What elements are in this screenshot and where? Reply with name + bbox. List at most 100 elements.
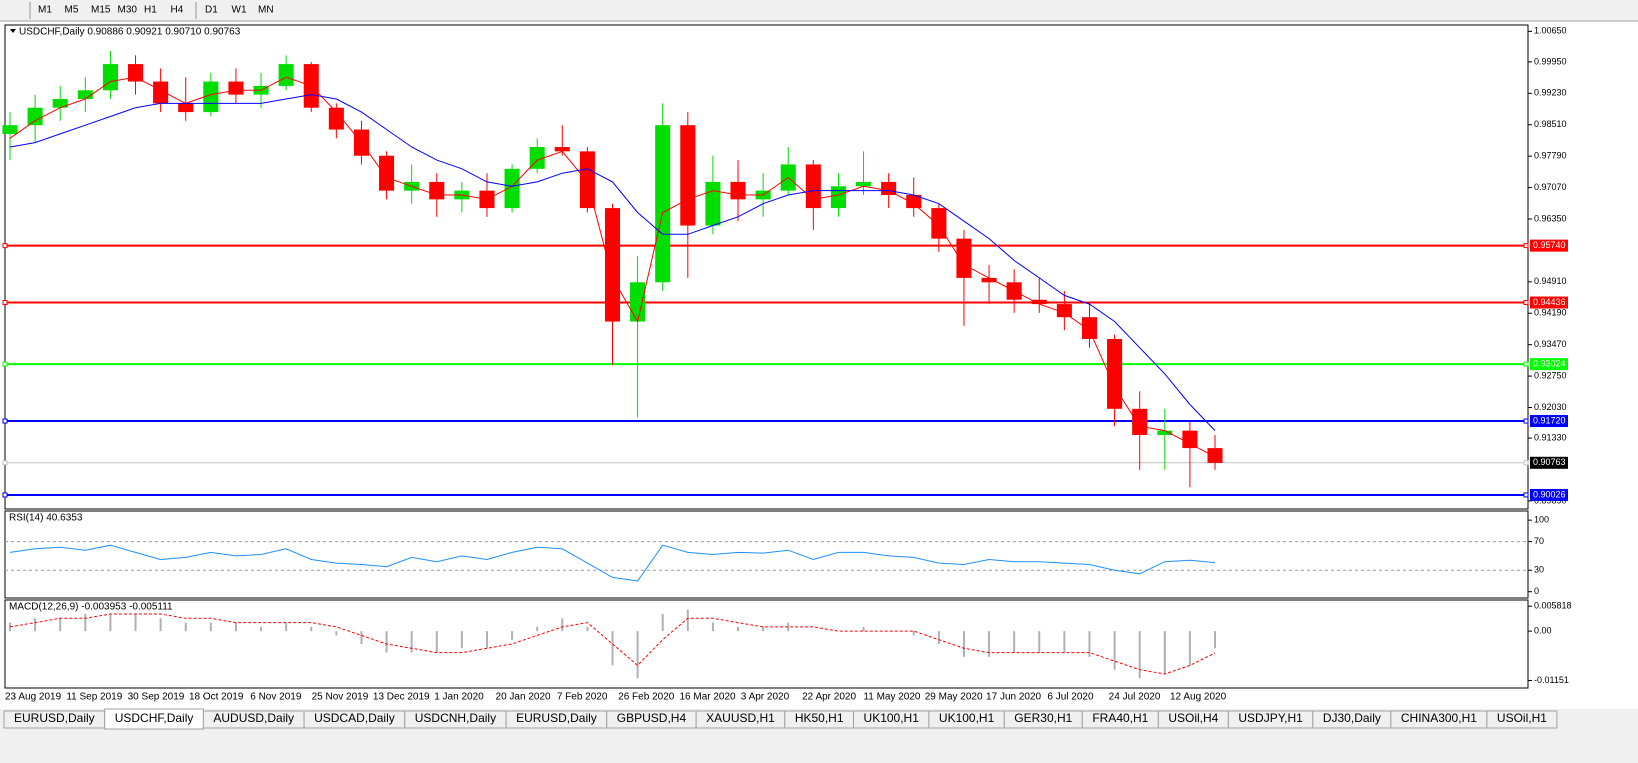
tab-label[interactable]: UK100,H1 [939,711,995,725]
tab-label[interactable]: USDCHF,Daily [115,711,194,725]
tab-label[interactable]: XAUUSD,H1 [706,711,775,725]
tab-label[interactable]: AUDUSD,Daily [213,711,294,725]
level-label-box [1530,488,1568,501]
y-tick-label: 0.99230 [1534,88,1567,98]
candle-body [27,107,43,126]
candle-body [579,151,595,209]
timeframe-button[interactable]: MN [258,5,274,16]
candle-body [1207,448,1223,463]
timeframe-button[interactable]: H1 [144,5,157,16]
tab-label[interactable]: GBPUSD,H4 [617,711,687,725]
level-label-box [1530,358,1568,371]
candle-body [1182,430,1198,449]
tab-label[interactable]: USDCAD,Daily [314,711,395,725]
candle-body [127,64,144,82]
tab[interactable]: HK50,H1 [784,710,855,729]
timeframe-button[interactable]: H4 [171,5,184,16]
timeframe-button[interactable]: M30 [118,5,138,16]
tab-label[interactable]: UK100,H1 [864,711,920,725]
tab[interactable]: USDJPY,H1 [1227,710,1314,729]
tab-label[interactable]: FRA40,H1 [1092,711,1148,725]
candle-body [730,181,746,200]
y-tick-label: 0.97070 [1534,182,1567,192]
tab[interactable]: USOil,H4 [1157,710,1229,729]
level-handle [1523,361,1529,367]
level-handle [1523,460,1529,466]
tab-label[interactable]: HK50,H1 [795,711,844,725]
tab[interactable]: USOil,H1 [1486,710,1558,729]
level-handle [1523,300,1529,306]
tab[interactable]: FRA40,H1 [1081,710,1159,729]
y-tick-label: 0.92030 [1534,402,1567,412]
candle-body [504,168,520,209]
tab[interactable]: XAUUSD,H1 [695,710,786,729]
x-tick-label: 1 Jan 2020 [434,692,484,703]
tab[interactable]: CHINA300,H1 [1390,710,1488,729]
tab[interactable]: USDCNH,Daily [404,710,507,729]
level-label: 0.90763 [1533,457,1566,467]
tab-background [1486,710,1558,729]
tab[interactable]: EURUSD,Daily [3,710,106,729]
rsi-pane [4,510,1529,599]
tab-label[interactable]: USOil,H1 [1497,711,1547,725]
candle-body [328,107,344,130]
tab[interactable]: AUDUSD,Daily [202,710,305,729]
candle-body [278,64,294,86]
candle-body [805,164,821,209]
y-tick-label: 0.92750 [1534,370,1567,380]
level-label-box [1530,239,1568,252]
tab-label[interactable]: CHINA300,H1 [1401,711,1477,725]
x-tick-label: 23 Aug 2019 [5,692,62,703]
pane-menu-icon [10,29,16,33]
tab-label[interactable]: DJ30,Daily [1323,711,1381,725]
x-tick-label: 3 Apr 2020 [741,692,790,703]
chart-window [0,22,1638,710]
indicator-line [9,76,1216,458]
y-tick-label: 70 [1534,536,1544,546]
candle-body [630,282,646,322]
candle-body [203,81,219,113]
level-handle [1523,492,1529,498]
x-tick-label: 26 Feb 2020 [618,692,675,703]
candle-body [1031,299,1047,305]
x-tick-label: 22 Apr 2020 [802,692,856,703]
y-tick-label: 0.99950 [1534,56,1567,66]
x-tick-label: 20 Jan 2020 [496,692,551,703]
tab[interactable]: DJ30,Daily [1312,710,1392,729]
candle-body [680,125,696,226]
tab[interactable]: GER30,H1 [1003,710,1083,729]
x-tick-label: 18 Oct 2019 [189,692,244,703]
y-tick-label: 0.98510 [1534,119,1567,129]
x-tick-label: 6 Jul 2020 [1047,692,1094,703]
timeframe-button[interactable]: M15 [91,5,111,16]
y-tick-label: 0.96350 [1534,213,1567,223]
tab-label[interactable]: EURUSD,Daily [14,711,95,725]
toolbar [0,0,1638,21]
candle-body [906,195,922,209]
y-tick-label: 0 [1534,586,1539,596]
y-tick-label: 0.00 [1534,626,1552,636]
timeframe-button[interactable]: D1 [205,5,218,16]
tab-label[interactable]: USDCNH,Daily [415,711,496,725]
tab-label[interactable]: USOil,H4 [1168,711,1218,725]
level-label-box [1530,456,1568,469]
tab-label[interactable]: GER30,H1 [1014,711,1072,725]
level-label: 0.95740 [1533,240,1566,250]
tab[interactable]: USDCHF,Daily [104,708,204,730]
timeframe-button[interactable]: W1 [232,5,247,16]
y-tick-label: 1.00650 [1534,26,1567,36]
tab[interactable]: UK100,H1 [853,710,930,729]
tab[interactable]: GBPUSD,H4 [606,710,697,729]
level-label: 0.94436 [1533,297,1566,307]
tab-label[interactable]: USDJPY,H1 [1238,711,1303,725]
tab[interactable]: EURUSD,Daily [505,710,608,729]
timeframe-button[interactable]: M1 [38,5,52,16]
tab-label[interactable]: EURUSD,Daily [516,711,597,725]
timeframe-button[interactable]: M5 [65,5,79,16]
candle-body [655,125,671,283]
tab[interactable]: USDCAD,Daily [303,710,406,729]
tab[interactable]: UK100,H1 [928,710,1005,729]
candle-body [1132,408,1148,435]
